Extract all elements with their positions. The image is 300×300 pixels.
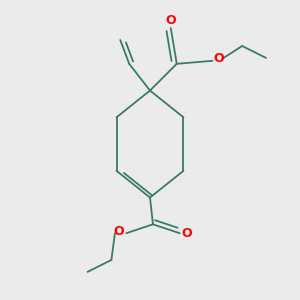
Text: O: O	[166, 14, 176, 27]
Text: O: O	[214, 52, 224, 65]
Text: O: O	[182, 227, 193, 240]
Text: O: O	[114, 225, 124, 238]
